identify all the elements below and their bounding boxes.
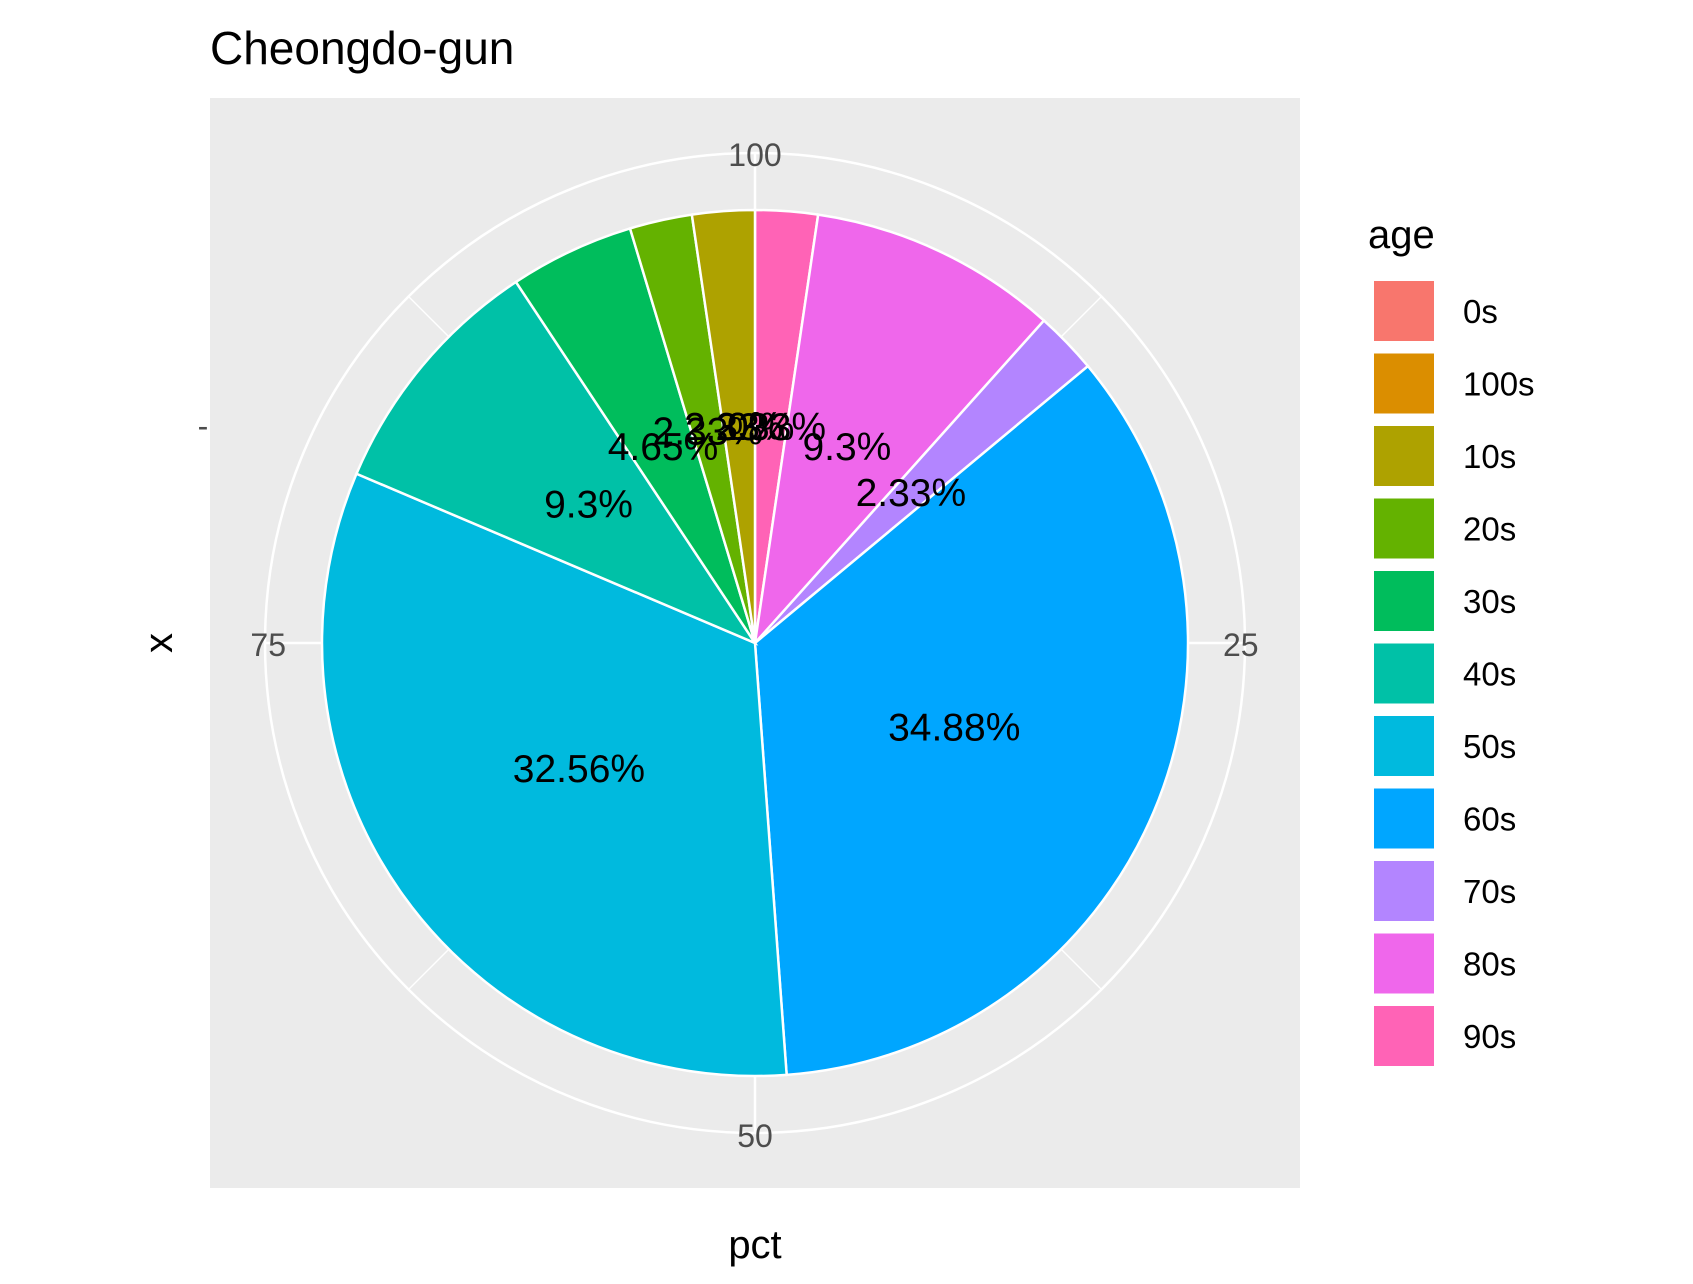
legend-swatch-80s [1372,931,1436,996]
x-axis-title: pct [728,1223,781,1267]
legend-label-50s: 50s [1463,728,1516,765]
legend-label-10s: 10s [1463,438,1516,475]
legend-swatch-20s [1372,496,1436,561]
slice-label-30s: 4.65% [608,426,719,469]
legend-label-30s: 30s [1463,583,1516,620]
legend-swatch-90s [1372,1004,1436,1068]
legend-label-0s: 0s [1463,293,1498,330]
legend-label-60s: 60s [1463,801,1516,838]
legend-title: age [1368,213,1435,257]
grid-spoke [1057,945,1102,990]
grid-spoke [1057,296,1102,341]
legend-label-20s: 20s [1463,511,1516,548]
pie-slice-40s [354,280,759,646]
legend-label-90s: 90s [1463,1018,1516,1055]
legend-swatch-70s [1372,859,1436,923]
slice-label-90s: 2.33% [716,406,827,449]
slice-label-10s: 2.33% [684,406,795,449]
y-axis-title: x [137,633,181,653]
legend-label-80s: 80s [1463,946,1516,983]
legend-label-40s: 40s [1463,656,1516,693]
legend-label-70s: 70s [1463,873,1516,910]
angular-tick-label: 100 [728,137,781,173]
pie-slice-10s [690,208,757,644]
slice-labels: 0%0%2.33%2.33%4.65%9.3%32.56%34.88%2.33%… [513,406,1021,792]
polar-grid [263,151,1247,1135]
legend-swatch-60s [1372,786,1436,851]
legend-swatch-40s [1372,641,1436,706]
y-axis-tick-label: - [198,408,209,444]
chart-title: Cheongdo-gun [210,22,514,74]
angular-tick-label: 75 [250,627,286,663]
pie-slice-60s [753,364,1190,1077]
slice-label-20s: 2.33% [653,411,764,454]
slice-label-40s: 9.3% [544,484,633,527]
legend-swatch-50s [1372,714,1436,778]
slice-label-100s: 0% [727,406,783,449]
angular-tick-label: 25 [1223,627,1259,663]
legend: 0s 100s 10s 20s 30s 40s 50s 60s 70s 80s 90s [1372,279,1535,1068]
angular-tick-label: 50 [737,1118,773,1154]
legend-swatch-30s [1372,569,1436,633]
pie-slice-80s [753,213,1046,647]
legend-swatch-100s [1372,351,1436,416]
slice-label-0s: 0% [727,406,783,449]
grid-spoke [408,296,453,341]
legend-swatch-10s [1372,424,1436,488]
slice-label-60s: 34.88% [888,707,1020,750]
slice-label-70s: 2.33% [856,472,967,515]
slice-label-80s: 9.3% [802,426,891,469]
grid-spoke [408,945,453,990]
pie-slices [320,208,1190,1078]
pie-slice-50s [320,472,789,1078]
legend-swatch-0s [1372,279,1436,343]
legend-label-100s: 100s [1463,366,1535,403]
slice-label-50s: 32.56% [513,748,645,791]
